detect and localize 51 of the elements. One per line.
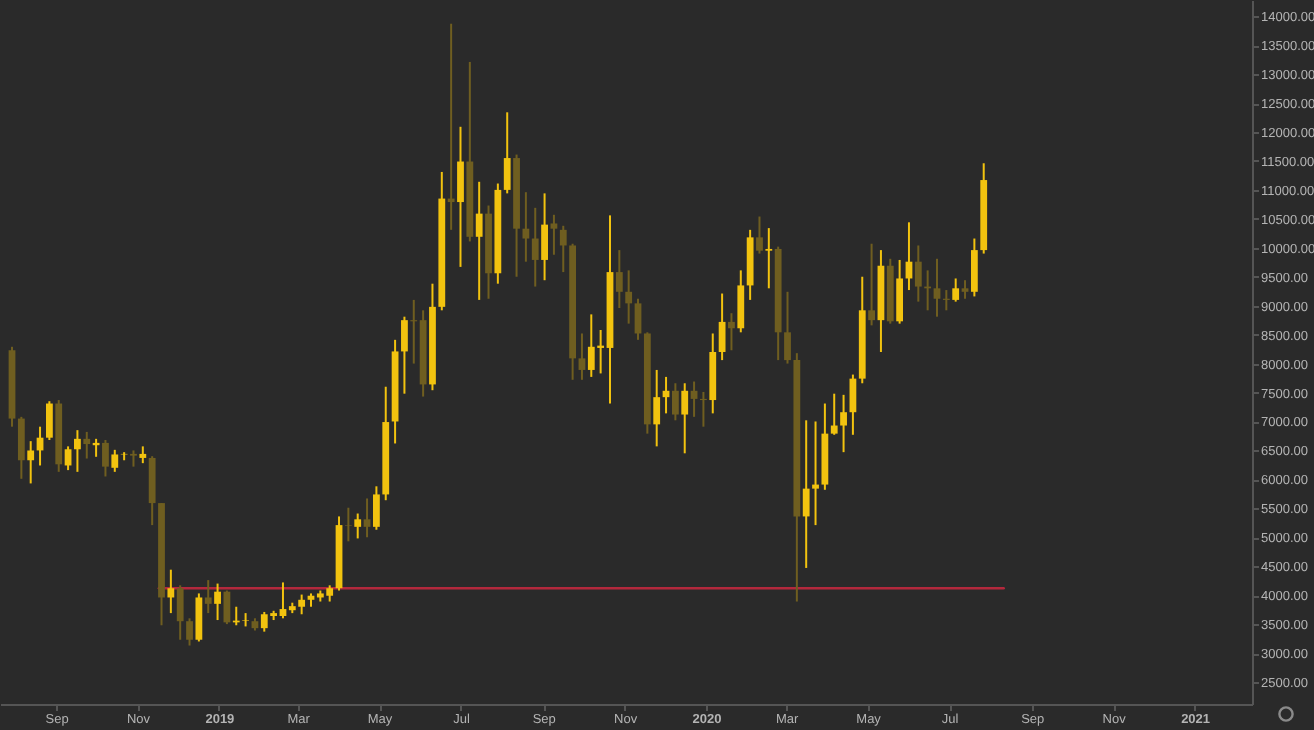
candlestick bbox=[559, 224, 567, 274]
candlestick bbox=[186, 617, 193, 647]
candlestick bbox=[111, 448, 119, 473]
candlestick bbox=[531, 206, 539, 288]
candlestick bbox=[373, 485, 380, 531]
candlestick bbox=[812, 420, 819, 527]
candlestick bbox=[475, 180, 483, 301]
candlestick bbox=[625, 269, 633, 325]
candlestick bbox=[363, 497, 371, 539]
candlestick bbox=[550, 213, 558, 256]
candlestick bbox=[27, 440, 35, 485]
candlestick bbox=[840, 393, 847, 454]
candlestick bbox=[214, 582, 221, 622]
candlestick bbox=[653, 368, 661, 448]
candlestick bbox=[868, 242, 875, 327]
candlestick bbox=[671, 382, 679, 422]
candlestick bbox=[615, 249, 623, 309]
candlestick bbox=[176, 584, 184, 641]
candlestick bbox=[167, 568, 175, 615]
candlestick bbox=[830, 392, 838, 436]
candlestick bbox=[354, 512, 362, 540]
candlestick bbox=[896, 258, 904, 325]
candlestick bbox=[148, 455, 156, 527]
candlestick bbox=[952, 277, 960, 303]
candlestick bbox=[578, 332, 586, 381]
candlestick bbox=[401, 315, 408, 395]
candlestick bbox=[457, 125, 464, 268]
candlestick bbox=[802, 419, 810, 569]
candlestick bbox=[784, 290, 791, 365]
candlestick bbox=[102, 439, 109, 478]
candlestick bbox=[17, 415, 25, 480]
candlestick bbox=[933, 257, 941, 318]
candlestick bbox=[195, 592, 203, 643]
candlestick bbox=[961, 279, 969, 300]
candlestick bbox=[503, 111, 511, 195]
candlestick bbox=[522, 191, 530, 263]
candlestick bbox=[74, 429, 81, 473]
candlestick bbox=[45, 400, 53, 441]
candlestick bbox=[83, 430, 91, 460]
candlestick bbox=[344, 506, 352, 543]
candlestick bbox=[728, 312, 735, 352]
candlestick bbox=[130, 449, 137, 468]
candlestick bbox=[681, 382, 689, 455]
candlestick bbox=[914, 244, 922, 303]
candlestick bbox=[737, 269, 745, 334]
candlestick bbox=[756, 215, 763, 255]
candlestick bbox=[718, 292, 726, 362]
candlestick bbox=[204, 579, 212, 615]
candlestick bbox=[765, 227, 773, 290]
candlestick bbox=[970, 237, 978, 298]
candlestick bbox=[541, 192, 548, 282]
